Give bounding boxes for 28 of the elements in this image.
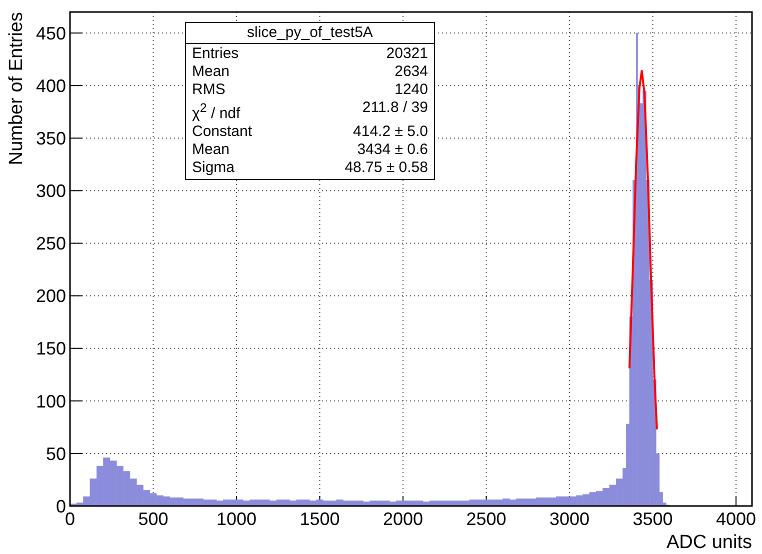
- text: Entries 20321: [192, 45, 428, 62]
- text: Sigma 48.75 ± 0.58: [192, 159, 428, 176]
- y-tick-label: 200: [36, 286, 66, 306]
- x-axis-title: ADC units: [666, 532, 752, 553]
- x-tick-label: 500: [138, 508, 168, 529]
- y-axis-title: Number of Entries: [6, 12, 27, 166]
- x-tick-label: 3000: [549, 508, 590, 529]
- y-tick-label: 450: [36, 23, 66, 44]
- annotation: slice_py_of_test5A: [186, 23, 434, 44]
- y-tick-label: 100: [36, 391, 66, 412]
- y-tick-label: 0: [56, 496, 66, 516]
- text: RMS 1240: [192, 81, 428, 98]
- text: Mean 2634: [192, 63, 428, 80]
- text: Mean 3434 ± 0.6: [192, 141, 428, 158]
- x-tick-label: 3500: [632, 508, 673, 529]
- y-tick-label: 150: [36, 338, 66, 359]
- y-tick-label: 50: [46, 444, 66, 464]
- x-tick-label: 4000: [716, 508, 756, 529]
- x-tick-label: 2000: [382, 508, 424, 529]
- x-tick-label: 1500: [300, 508, 340, 529]
- x-tick-label: 2500: [466, 508, 506, 529]
- y-tick-label: 300: [36, 181, 66, 202]
- text: Constant 414.2 ± 5.0: [192, 123, 428, 140]
- x-tick-label: 1000: [216, 508, 257, 529]
- y-tick-label: 400: [36, 76, 66, 96]
- y-tick-label: 250: [36, 234, 66, 254]
- text: χ$^{2}$ / ndf 211.8 / 39: [192, 99, 428, 122]
- y-tick-label: 350: [36, 128, 66, 149]
